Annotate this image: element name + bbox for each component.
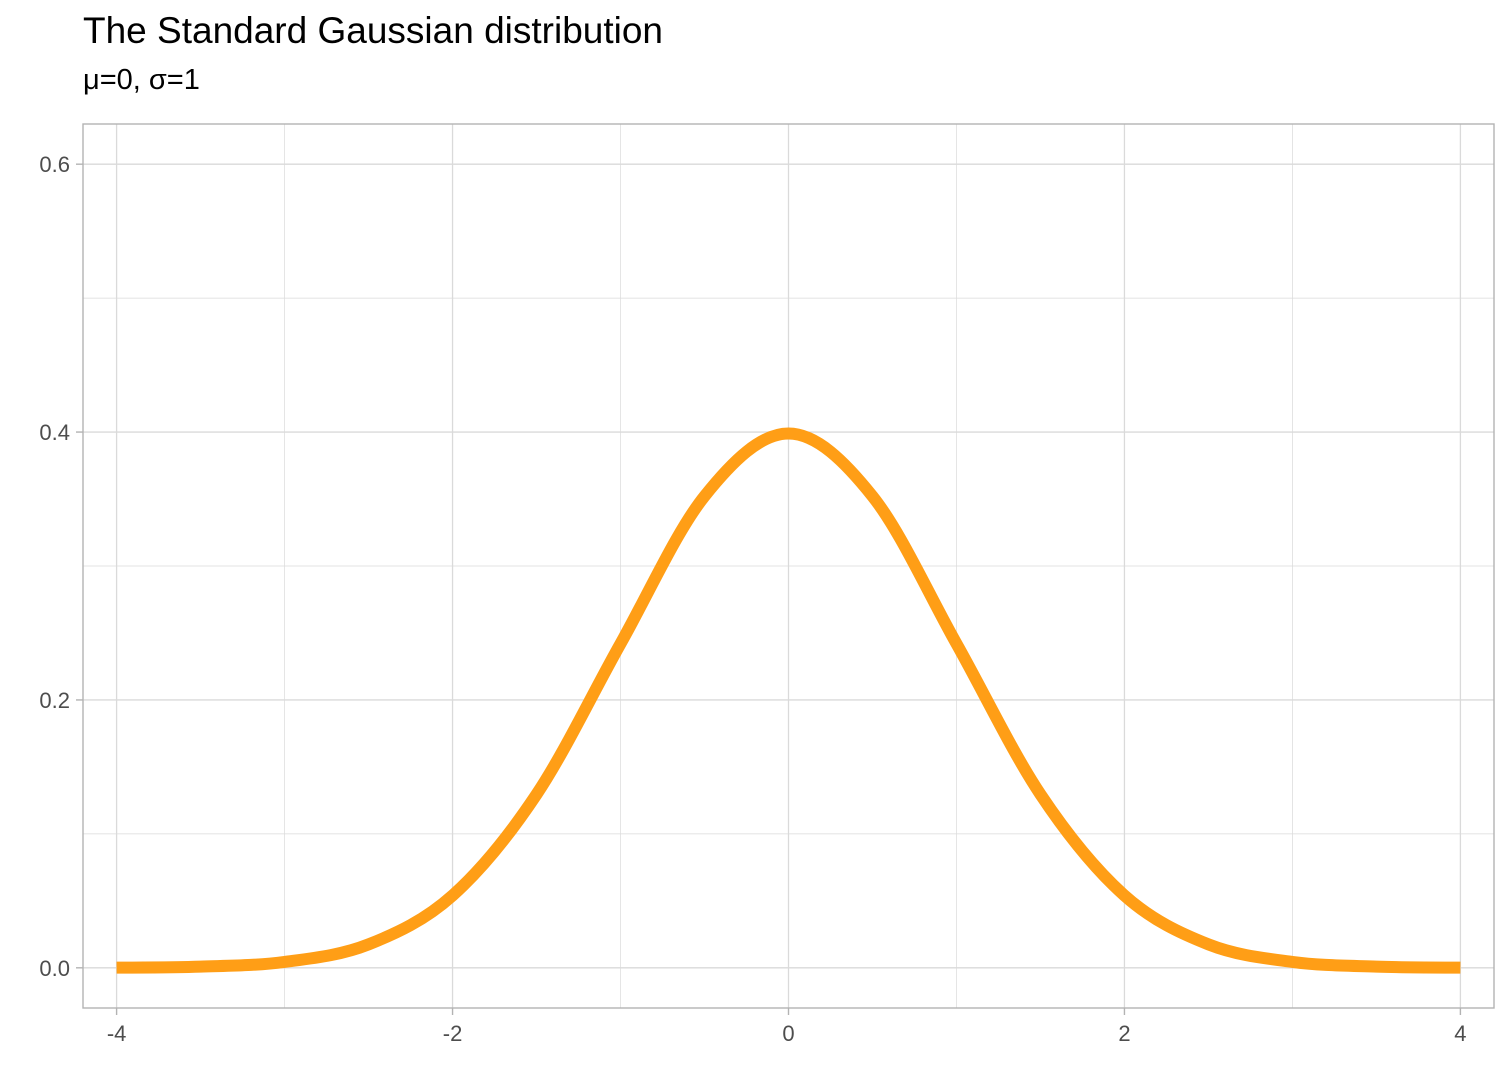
x-tick-label: 4 [1454,1021,1466,1046]
y-tick-label: 0.2 [39,688,70,713]
chart-subtitle: μ=0, σ=1 [83,64,200,96]
axis-ticks [76,163,1462,1015]
y-tick-label: 0.4 [39,420,70,445]
density-curve [116,427,1461,974]
x-tick-label: -2 [443,1021,463,1046]
y-tick-label: 0.6 [39,152,70,177]
major-gridlines [83,124,1494,1008]
y-tick-label: 0.0 [39,956,70,981]
x-tick-label: -4 [107,1021,127,1046]
x-tick-labels: -4 -2 0 2 4 [107,1021,1467,1046]
y-tick-labels: 0.0 0.2 0.4 0.6 [39,152,70,981]
series-layer [116,427,1461,974]
x-tick-label: 0 [782,1021,794,1046]
x-tick-label: 2 [1118,1021,1130,1046]
chart-title: The Standard Gaussian distribution [83,10,664,51]
